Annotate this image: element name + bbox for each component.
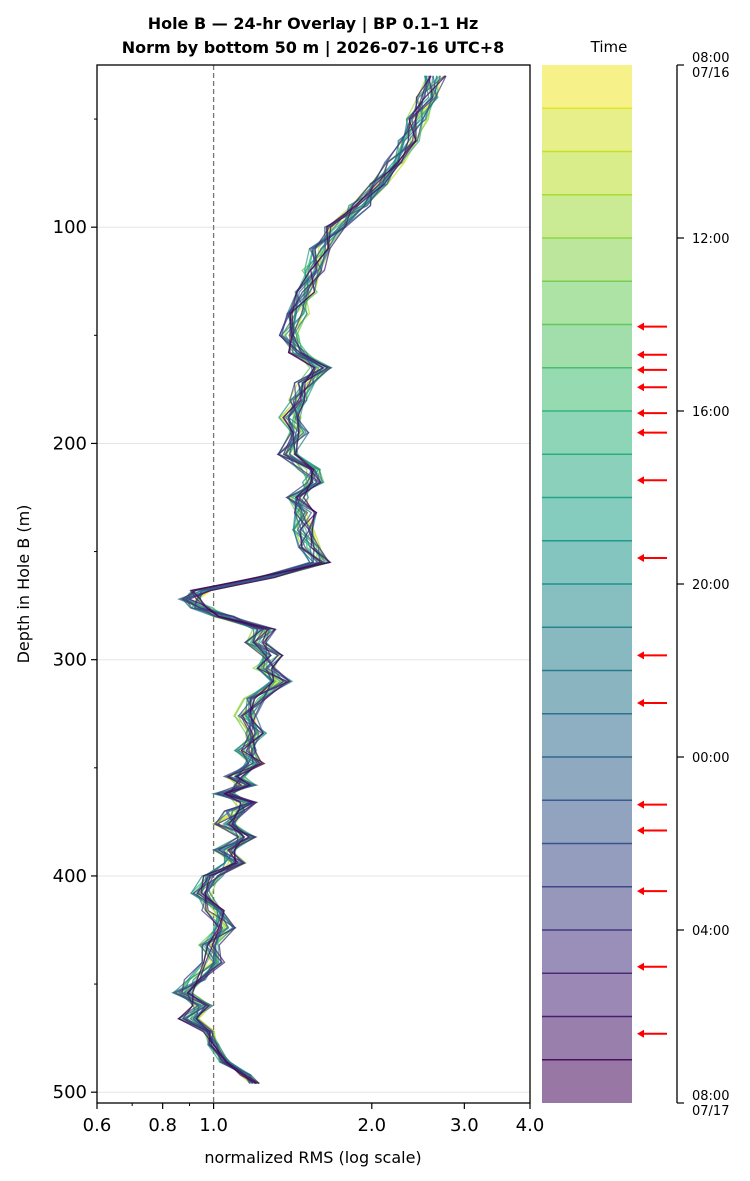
event-arrowhead — [637, 887, 644, 896]
series-lines — [171, 75, 447, 1085]
colorbar-band — [542, 238, 632, 282]
event-arrowhead — [637, 826, 644, 835]
plot-area: 0.6 0.8 1.0 2.0 3.0 4.0 100 200 300 400 500 — [53, 64, 545, 1136]
event-arrowhead — [637, 476, 644, 485]
colorbar-band — [542, 108, 632, 152]
colorbar-axis: 08:0007/1612:0016:0020:0000:0004:0008:00… — [676, 51, 729, 1119]
x-tick-label: 0.6 — [83, 1115, 112, 1136]
y-axis-label: Depth in Hole B (m) — [14, 505, 33, 664]
colorbar-band — [542, 627, 632, 671]
colorbar-tick-label: 04:00 — [692, 924, 729, 939]
colorbar-band — [542, 1016, 632, 1060]
x-tick-label: 2.0 — [357, 1115, 386, 1136]
colorbar-tick-label: 20:00 — [692, 578, 729, 593]
colorbar-band — [542, 973, 632, 1017]
event-arrowhead — [637, 350, 644, 359]
colorbar-band — [542, 886, 632, 930]
x-tick-label: 1.0 — [199, 1115, 228, 1136]
colorbar-band — [542, 670, 632, 714]
colorbar-bands — [542, 65, 632, 1103]
colorbar-tick-label: 16:00 — [692, 405, 729, 420]
colorbar-band — [542, 757, 632, 801]
y-tick-label: 300 — [53, 650, 87, 671]
series-line — [177, 75, 447, 1085]
chart-title-line2: Norm by bottom 50 m | 2026-07-16 UTC+8 — [122, 38, 505, 58]
x-axis-label: normalized RMS (log scale) — [204, 1148, 421, 1167]
event-arrowhead — [637, 409, 644, 418]
x-tick-label: 4.0 — [516, 1115, 545, 1136]
colorbar-band — [542, 540, 632, 584]
event-arrowhead — [637, 428, 644, 437]
colorbar-band — [542, 843, 632, 887]
series-line — [180, 75, 434, 1084]
event-arrowhead — [637, 554, 644, 563]
y-axis-ticks: 100 200 300 400 500 — [53, 118, 97, 1103]
x-tick-label: 0.8 — [148, 1115, 177, 1136]
event-arrowhead — [637, 1029, 644, 1038]
colorbar-band — [542, 584, 632, 628]
event-arrowhead — [637, 962, 644, 971]
colorbar-band — [542, 65, 632, 109]
colorbar: Time 08:0007/1612:0016:0020:0000:0004:00… — [542, 38, 729, 1119]
colorbar-band — [542, 800, 632, 844]
colorbar-band — [542, 411, 632, 455]
colorbar-band — [542, 324, 632, 368]
event-arrowhead — [637, 800, 644, 809]
y-tick-label: 200 — [53, 433, 87, 454]
grid-lines — [97, 226, 530, 1093]
colorbar-tick-label: 12:00 — [692, 232, 729, 247]
colorbar-band — [542, 151, 632, 195]
chart-title-line1: Hole B — 24-hr Overlay | BP 0.1–1 Hz — [148, 14, 479, 34]
colorbar-tick-date: 07/17 — [692, 1104, 729, 1119]
y-tick-label: 100 — [53, 217, 87, 238]
colorbar-band — [542, 194, 632, 238]
colorbar-band — [542, 713, 632, 757]
event-arrowhead — [637, 365, 644, 374]
colorbar-band — [542, 454, 632, 498]
event-arrowhead — [637, 651, 644, 660]
colorbar-tick-label: 08:00 — [692, 51, 729, 66]
colorbar-tick-label: 00:00 — [692, 751, 729, 766]
x-tick-label: 3.0 — [450, 1115, 479, 1136]
series-line — [181, 75, 431, 1084]
event-arrowhead — [637, 322, 644, 331]
event-arrowhead — [637, 383, 644, 392]
y-tick-label: 500 — [53, 1082, 87, 1103]
series-line — [186, 75, 432, 1085]
y-tick-label: 400 — [53, 866, 87, 887]
colorbar-tick-date: 07/16 — [692, 66, 729, 81]
series-line — [181, 75, 432, 1084]
x-axis-ticks: 0.6 0.8 1.0 2.0 3.0 4.0 — [83, 1103, 545, 1136]
colorbar-band — [542, 1059, 632, 1103]
colorbar-band — [542, 930, 632, 974]
colorbar-title: Time — [590, 38, 628, 56]
colorbar-band — [542, 281, 632, 325]
colorbar-band — [542, 497, 632, 541]
colorbar-band — [542, 367, 632, 411]
colorbar-arrows — [637, 322, 667, 1038]
plot-frame — [96, 64, 531, 1104]
event-arrowhead — [637, 698, 644, 707]
colorbar-tick-label: 08:00 — [692, 1089, 729, 1104]
